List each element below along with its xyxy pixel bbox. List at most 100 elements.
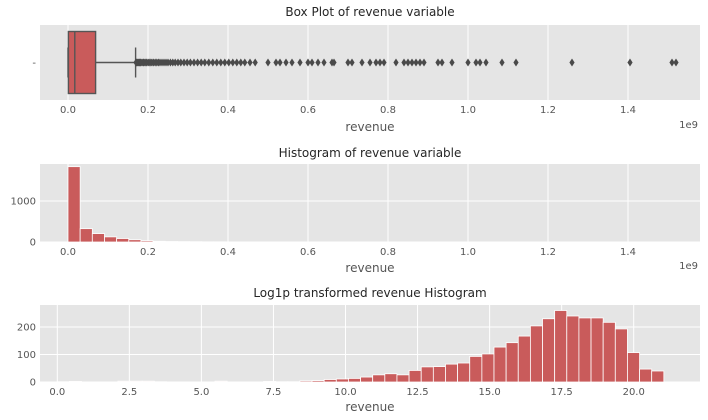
box-plot-outlier-point [184,58,190,67]
box-plot-outlier-point [359,58,365,67]
box-plot-outlier-point [367,58,373,67]
log-revenue-histogram-y-tick-label: 200 [17,323,36,334]
box-plot-outlier-point [449,58,455,67]
box-plot-outlier-point [439,58,445,67]
revenue-histogram-x-axis-label: revenue [345,261,394,275]
log-revenue-histogram-chart: 0.0 2.5 5.0 7.5 10.0 12.5 15.0 17.5 20.0 0 100 200… [17,286,700,414]
log-revenue-histogram-y-tick-label: 100 [17,350,36,361]
box-plot-x-tick-label: 0.8 [380,105,396,116]
box-plot-outlier-point [230,58,236,67]
revenue-histogram-x-tick-label: 1.0 [460,247,476,258]
log-revenue-histogram-y-tick-label: 0 [30,378,36,389]
log-revenue-histogram-bar [493,346,507,383]
box-plot-outlier-point [283,58,289,67]
box-plot-outlier-point [222,58,228,67]
box-plot-outlier-point [477,58,483,67]
box-plot-outlier-point [265,58,271,67]
log-revenue-histogram-bar [323,379,337,383]
log-revenue-histogram-bar [69,381,82,383]
box-plot-x-tick-label: 1.4 [620,105,636,116]
box-plot-outlier-point [349,58,355,67]
box-plot-x-tick-label: 0.6 [300,105,316,116]
revenue-histogram-chart: 0.0 0.2 0.4 0.6 0.8 1.0 1.2 1.4 0 1000 Histogram… [11,146,700,275]
log-revenue-histogram-x-tick-label: 17.5 [551,387,573,398]
log-revenue-histogram-bar [263,381,277,383]
box-plot-outlier-point [393,58,399,67]
log-revenue-histogram-bar [360,376,374,383]
revenue-histogram-bar [140,240,154,243]
box-plot-outlier-point [473,58,479,67]
box-plot-outlier-point [315,58,321,67]
box-plot-outlier-point [195,58,201,67]
box-plot-outlier-point [377,58,383,67]
log-revenue-histogram-bar [420,366,434,383]
box-plot-outlier-point [297,58,303,67]
box-plot-outlier-point [627,58,633,67]
revenue-histogram-x-tick-label: 0.0 [60,247,76,258]
log-revenue-histogram-bar [554,310,568,383]
log-revenue-histogram-bar [129,380,143,383]
box-plot-outlier-point [187,58,193,67]
box-plot-x-ticks: 0.0 0.2 0.4 0.6 0.8 1.0 1.2 1.4 [60,105,636,116]
box-plot-x-tick-label: 1.2 [540,105,556,116]
revenue-histogram-bar [67,166,81,243]
revenue-histogram-bar [104,236,118,243]
log-revenue-histogram-bar [396,374,410,383]
box-plot-outlier-point [218,58,224,67]
log-revenue-histogram-bar [408,370,422,383]
log-revenue-histogram-bar [517,335,531,383]
box-plot-outlier-point [198,58,204,67]
log-revenue-histogram-x-tick-label: 10.0 [334,387,356,398]
log-revenue-histogram-bar [578,317,592,383]
box-plot-outlier-point [206,58,212,67]
revenue-histogram-x-tick-label: 0.8 [380,247,396,258]
log-revenue-histogram-bar [651,370,665,383]
log-revenue-histogram-bar [432,366,446,383]
box-plot-outlier-point [305,58,311,67]
box-plot-outlier-point [345,58,351,67]
box-plot-outlier-point [172,58,178,67]
log-revenue-histogram-bar [141,380,155,383]
log-revenue-histogram-x-tick-label: 12.5 [406,387,428,398]
box-plot-outlier-point [238,58,244,67]
box-plot-outlier-point [242,58,248,67]
log-revenue-histogram-bar [566,315,580,383]
box-plot-outlier-point [277,58,283,67]
log-revenue-histogram-bar [627,352,640,383]
log-revenue-histogram-bar [529,325,543,383]
box-plot-outlier-point [175,58,181,67]
revenue-histogram-x-ticks: 0.0 0.2 0.4 0.6 0.8 1.0 1.2 1.4 [60,247,636,258]
box-plot-outlier-point [226,58,232,67]
revenue-histogram-y-tick-label: 0 [30,238,36,249]
log-revenue-histogram-bar [469,356,483,383]
log-revenue-histogram-bar [335,378,349,383]
box-plot-outlier-point [181,58,187,67]
log-revenue-histogram-bar [299,380,313,383]
revenue-histogram-x-tick-label: 0.2 [140,247,156,258]
log-revenue-histogram-x-tick-label: 15.0 [478,387,500,398]
box-plot-x-offset-label: 1e9 [679,120,698,131]
revenue-histogram-bar [152,240,166,243]
box-plot-outlier-point [234,58,240,67]
log-revenue-histogram-bar [372,374,386,383]
box-plot-outlier-point [483,58,489,67]
box-plot-outlier-point [381,58,387,67]
log-revenue-histogram-x-ticks: 0.0 2.5 5.0 7.5 10.0 12.5 15.0 17.5 20.0 [49,387,645,398]
box-plot-outlier-point [413,58,419,67]
box-plot-outlier-point [309,58,315,67]
log-revenue-histogram-bar [445,363,459,383]
log-revenue-histogram-bar [348,378,361,383]
log-revenue-histogram-bar [481,353,495,383]
box-plot-x-tick-label: 0.4 [220,105,236,116]
revenue-histogram-axes-background [40,164,700,242]
log-revenue-histogram-y-ticks: 0 100 200 [17,323,36,389]
log-revenue-histogram-x-tick-label: 0.0 [49,387,65,398]
revenue-histogram-x-offset-label: 1e9 [679,261,698,272]
log-revenue-histogram-bar [639,368,653,383]
log-revenue-histogram-bar [505,342,519,383]
box-plot-outlier-point [331,58,337,67]
log-revenue-histogram-bars [56,310,665,383]
revenue-histogram-y-ticks: 0 1000 [11,196,36,248]
revenue-histogram-bar [116,238,130,243]
